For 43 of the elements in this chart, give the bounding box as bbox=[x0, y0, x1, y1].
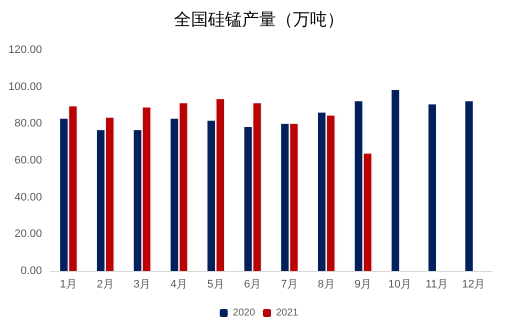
bar bbox=[134, 130, 142, 271]
bar bbox=[244, 126, 252, 271]
bar bbox=[428, 104, 436, 271]
bar bbox=[318, 112, 326, 271]
bar bbox=[170, 118, 178, 271]
bar bbox=[364, 154, 372, 271]
x-tick-label: 4月 bbox=[170, 278, 188, 290]
x-tick-label: 9月 bbox=[354, 278, 372, 290]
bar bbox=[60, 118, 68, 271]
bar bbox=[216, 99, 224, 271]
bar bbox=[465, 101, 473, 271]
bar bbox=[207, 120, 215, 271]
y-tick-label: 20.00 bbox=[14, 228, 42, 240]
x-tick-label: 10月 bbox=[388, 278, 412, 290]
x-tick-label: 5月 bbox=[207, 278, 224, 290]
y-tick-label: 80.00 bbox=[14, 118, 42, 130]
bar bbox=[69, 106, 77, 271]
chart-title: 全国硅锰产量（万吨） bbox=[174, 10, 344, 29]
y-tick-label: 120.00 bbox=[8, 44, 42, 56]
y-tick-label: 100.00 bbox=[8, 80, 42, 93]
y-tick-label: 0.00 bbox=[20, 265, 42, 277]
bar bbox=[96, 130, 104, 271]
y-tick-label: 40.00 bbox=[14, 191, 42, 204]
x-tick-label: 7月 bbox=[280, 278, 298, 290]
bar bbox=[106, 118, 114, 271]
y-tick-label: 60.00 bbox=[14, 154, 42, 166]
bar bbox=[327, 116, 335, 271]
x-tick-label: 8月 bbox=[318, 278, 335, 290]
bar bbox=[142, 107, 150, 271]
bar bbox=[290, 124, 298, 271]
x-tick-label: 11月 bbox=[426, 278, 448, 290]
bar bbox=[392, 90, 400, 271]
bar bbox=[253, 103, 261, 271]
x-tick-label: 12月 bbox=[462, 278, 486, 290]
x-tick-label: 1月 bbox=[60, 278, 77, 290]
bar bbox=[180, 103, 188, 271]
x-tick-label: 3月 bbox=[134, 278, 151, 290]
legend-label: 2020 bbox=[232, 308, 256, 318]
legend-label: 2021 bbox=[276, 308, 299, 318]
x-tick-label: 2月 bbox=[96, 278, 114, 290]
bar bbox=[281, 124, 289, 271]
bar bbox=[354, 101, 362, 271]
x-tick-label: 6月 bbox=[244, 278, 262, 290]
